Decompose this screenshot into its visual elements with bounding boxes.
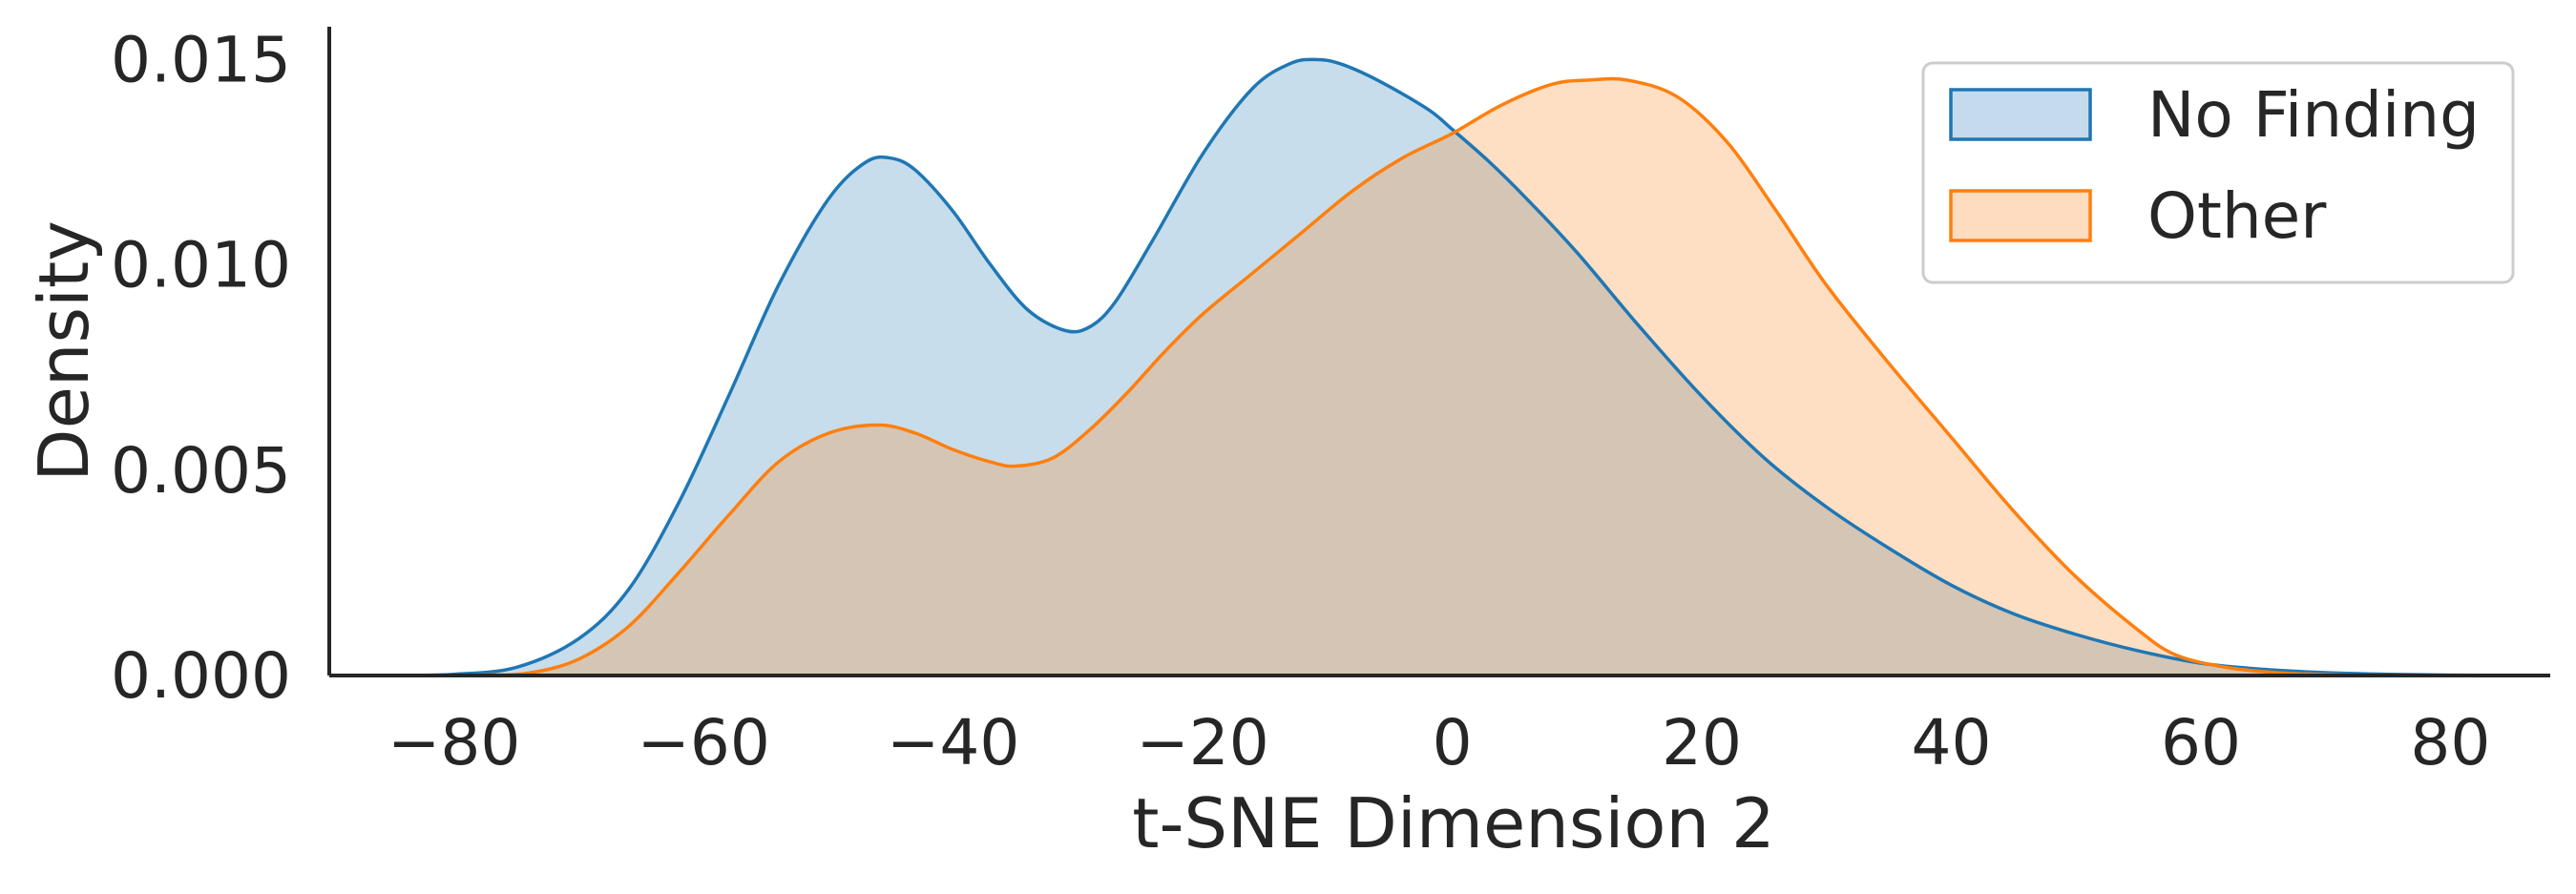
density-fills [404,59,2525,676]
x-tick-label: −80 [387,706,520,780]
x-tick-label: 40 [1912,706,1992,780]
y-tick-label: 0.015 [111,23,291,96]
x-axis-label: t-SNE Dimension 2 [1132,783,1775,863]
legend-label-no-finding: No Finding [2147,78,2480,152]
x-tick-label: 0 [1433,706,1473,780]
y-tick-label: 0.010 [111,229,291,302]
x-tick-label: −40 [887,706,1019,780]
x-tick-label: 20 [1662,706,1742,780]
x-tick-label: 60 [2161,706,2241,780]
legend: No Finding Other [1921,61,2515,284]
x-tick-label: 80 [2410,706,2490,780]
x-tick-label: −60 [638,706,770,780]
density-line-no-finding [404,57,2525,677]
density-lines [404,57,2525,677]
y-tick-label: 0.000 [111,639,291,713]
x-tick-label: −20 [1136,706,1268,780]
density-line-other [404,76,2525,677]
density-area-other [404,78,2525,676]
legend-swatch-other [1949,189,2092,242]
x-tick-labels: −80 −60 −40 −20 0 20 40 60 80 [387,706,2490,780]
y-tick-label: 0.005 [111,434,291,508]
axes [327,27,2550,677]
legend-swatch-no-finding [1949,88,2092,141]
density-area-no-finding [404,59,2525,676]
y-tick-labels: 0.000 0.005 0.010 0.015 [111,23,291,713]
y-axis-label: Density [24,220,104,482]
legend-label-other: Other [2147,179,2327,253]
